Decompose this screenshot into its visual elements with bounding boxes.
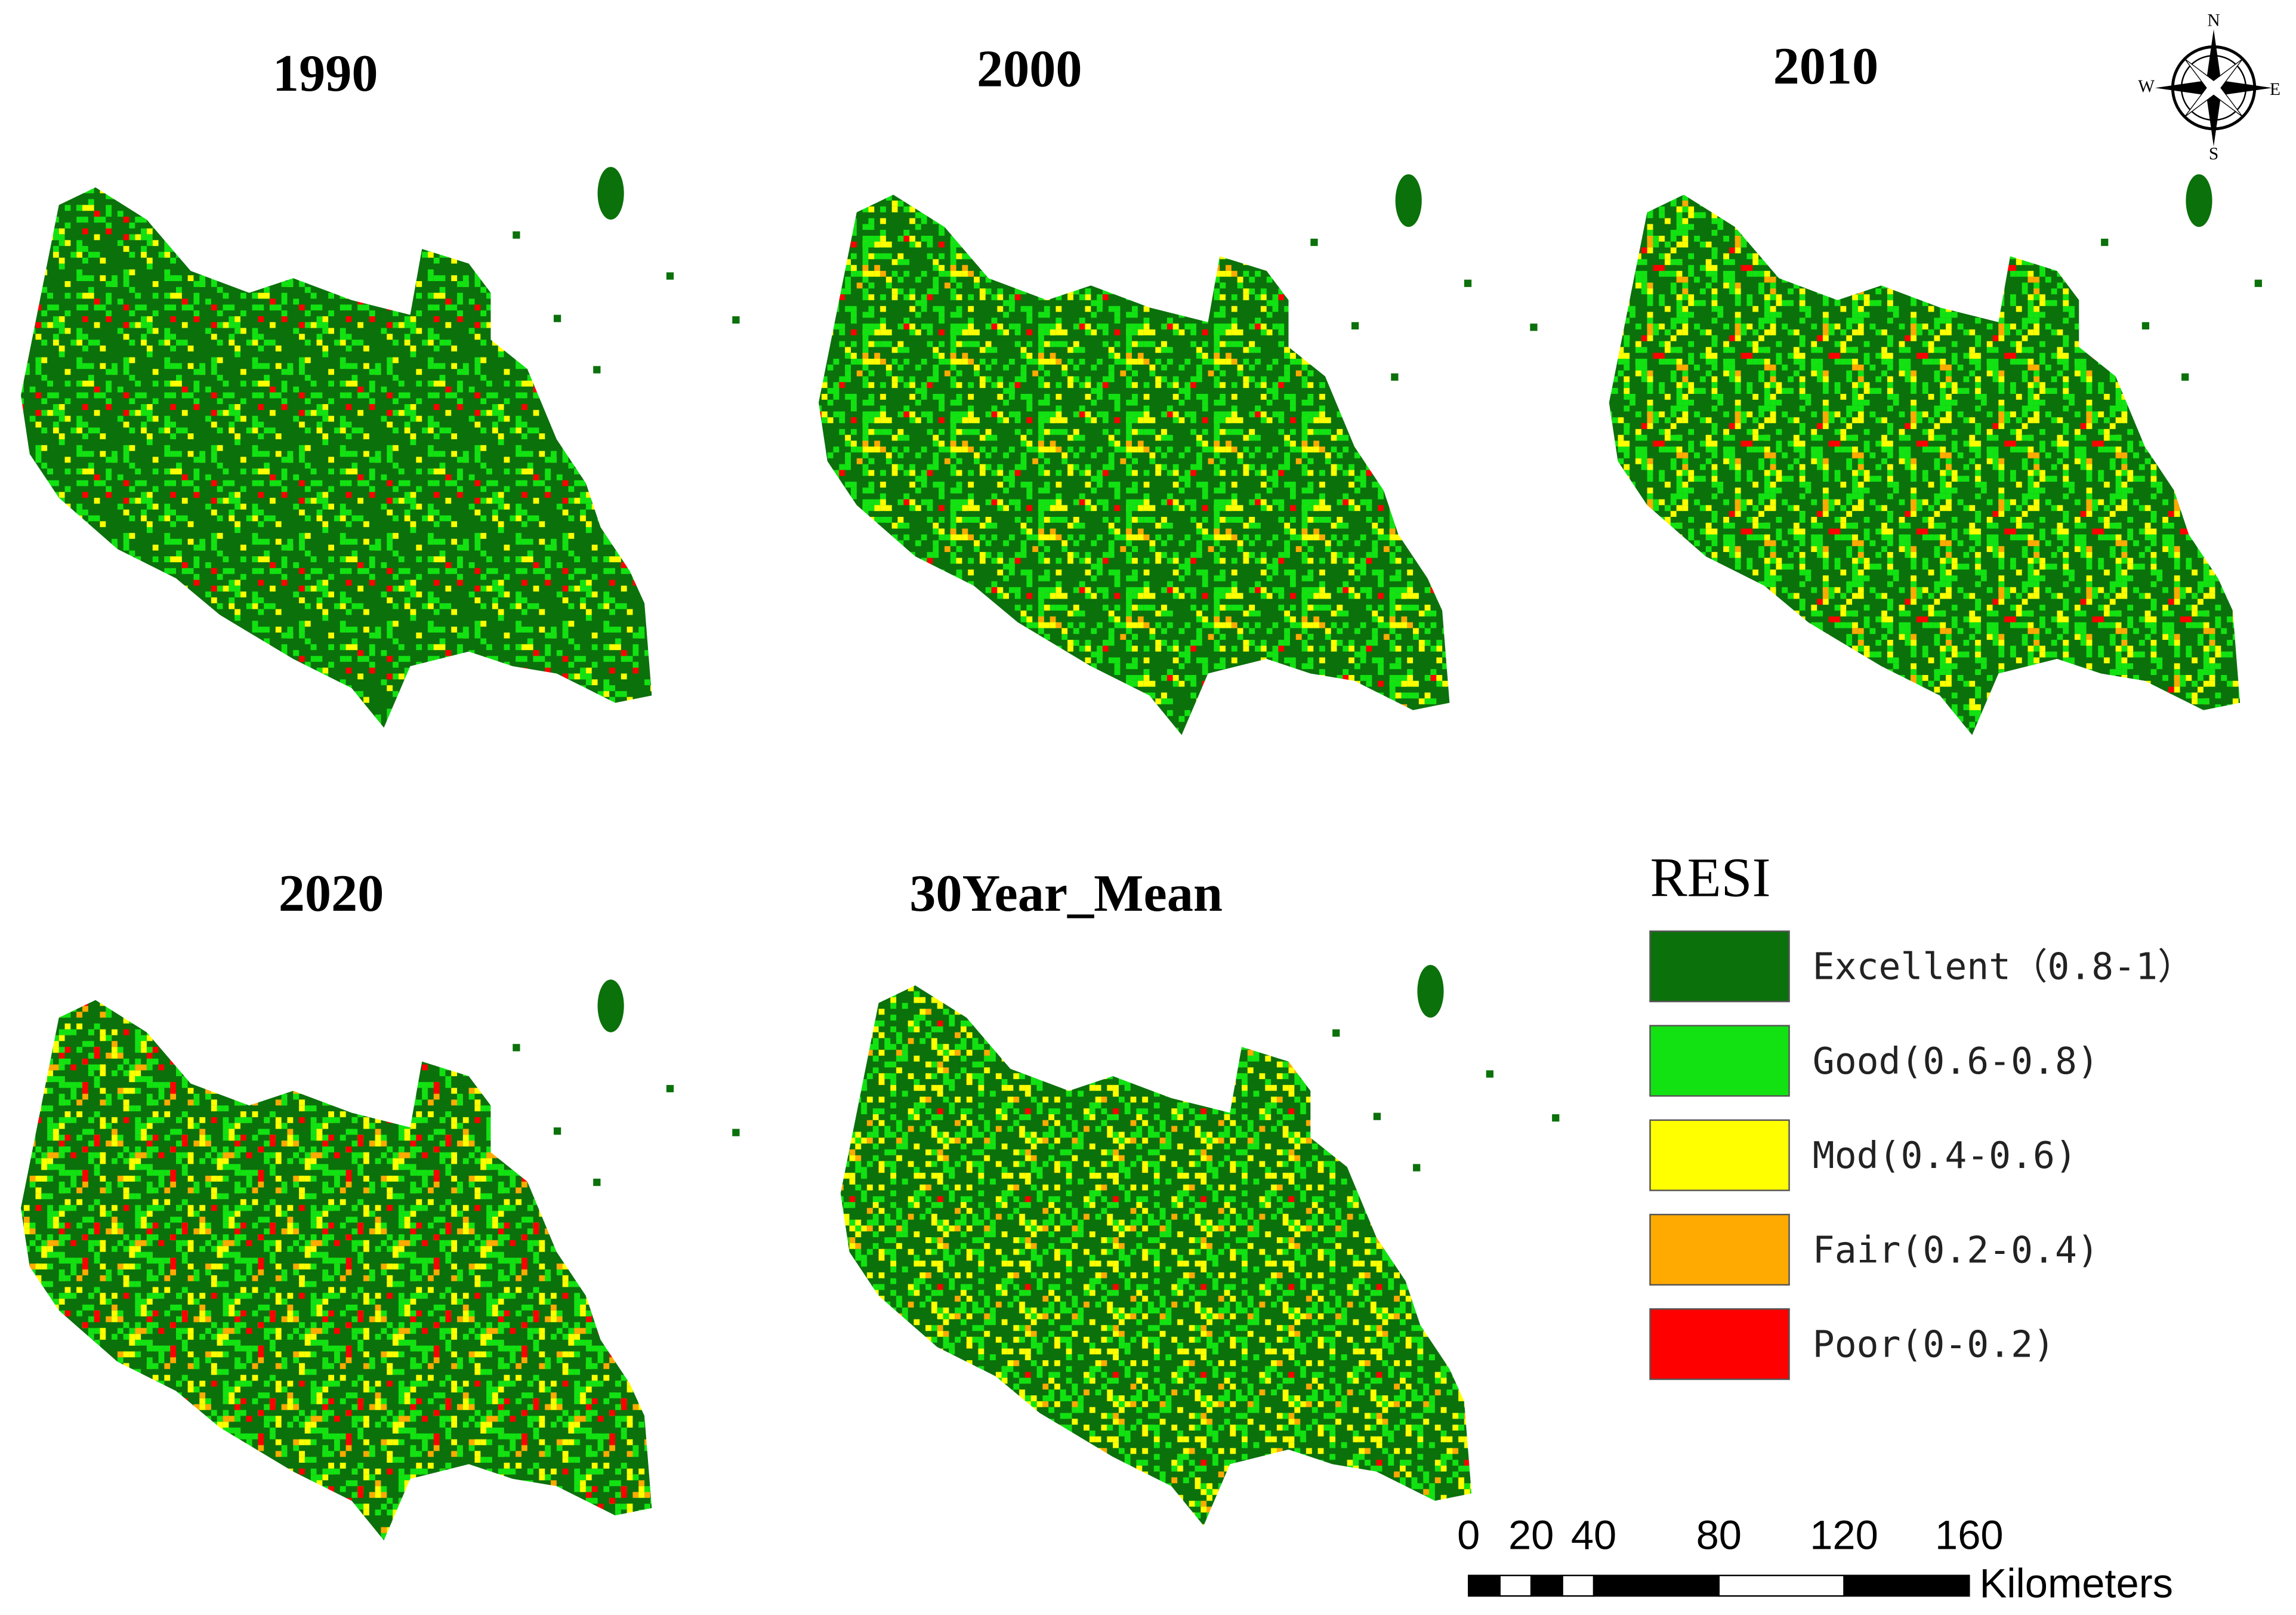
scale-segment [1468, 1574, 1501, 1597]
compass-star [2184, 58, 2243, 118]
legend: Excellent（0.8-1） Good(0.6-0.8) Mod(0.4-0.6… [1649, 930, 2195, 1380]
islet [1351, 322, 1359, 329]
islet [732, 1129, 740, 1136]
compass: N S E W [2138, 11, 2280, 164]
map-panel [1609, 174, 2262, 735]
islet [513, 231, 520, 239]
islet [593, 366, 601, 374]
legend-label: Mod(0.4-0.6) [1813, 1135, 2077, 1177]
islet [1413, 1164, 1421, 1172]
islet [2141, 322, 2150, 329]
legend-swatch [1649, 1025, 1790, 1097]
scale-tick-label: 160 [1935, 1512, 2004, 1558]
legend-title: RESI [1650, 847, 1770, 908]
legend-swatch [1649, 1213, 1790, 1286]
islet [2181, 373, 2189, 381]
maps [20, 167, 2262, 1540]
islet [1552, 1114, 1560, 1122]
islet [513, 1044, 520, 1052]
islet [1373, 1112, 1381, 1120]
region [840, 985, 1472, 1526]
legend-label: Excellent（0.8-1） [1813, 946, 2195, 988]
scale-segment [1843, 1574, 1970, 1597]
scale-tick-label: 40 [1571, 1512, 1616, 1558]
island [1417, 964, 1444, 1018]
islet [553, 315, 561, 322]
islet [666, 1084, 674, 1093]
islet [1391, 373, 1399, 381]
region [20, 187, 652, 728]
scale-tick-label: 20 [1508, 1512, 1554, 1558]
region [1609, 195, 2241, 735]
islet [553, 1127, 561, 1135]
islet [2254, 279, 2262, 287]
panel-title: 1990 [273, 44, 378, 103]
panel-title: 2000 [977, 40, 1082, 98]
legend-label: Good(0.6-0.8) [1813, 1040, 2099, 1083]
islet [1332, 1029, 1340, 1037]
compass-s: S [2209, 144, 2218, 164]
compass-n: N [2207, 11, 2220, 30]
islet [1464, 279, 1472, 287]
scale-segment [1718, 1574, 1845, 1597]
islet [666, 272, 674, 280]
panel-title: 2010 [1773, 37, 1879, 95]
scale-tick-label: 120 [1810, 1512, 1878, 1558]
map-panel [819, 174, 1538, 735]
scale-tick-label: 80 [1696, 1512, 1742, 1558]
islet [593, 1178, 601, 1186]
scale-segment [1530, 1574, 1563, 1597]
island [597, 167, 624, 220]
map-panel [20, 167, 740, 728]
legend-swatch [1649, 930, 1790, 1003]
scale-segment [1593, 1574, 1720, 1597]
island [597, 979, 624, 1033]
islet [1310, 238, 1318, 246]
islet [1486, 1070, 1493, 1078]
legend-swatch [1649, 1308, 1790, 1380]
islet [1530, 323, 1538, 331]
map-panel [20, 979, 740, 1540]
legend-label: Poor(0-0.2) [1813, 1324, 2055, 1366]
scale-segment [1561, 1574, 1595, 1597]
scale-unit: Kilometers [1979, 1561, 2172, 1607]
legend-label: Fair(0.2-0.4) [1813, 1229, 2099, 1271]
legend-swatch [1649, 1119, 1790, 1191]
islet [732, 316, 740, 324]
panel-title: 2020 [279, 864, 384, 923]
region [20, 1000, 652, 1540]
map-panel [840, 964, 1560, 1526]
island [2186, 174, 2212, 227]
compass-e: E [2270, 80, 2280, 99]
islet [2101, 238, 2109, 246]
island [1395, 174, 1422, 227]
compass-w: W [2138, 77, 2155, 96]
region [819, 195, 1450, 735]
panel-title: 30Year_Mean [909, 864, 1223, 923]
scale-tick-label: 0 [1457, 1512, 1480, 1558]
scale-segment [1499, 1574, 1532, 1597]
